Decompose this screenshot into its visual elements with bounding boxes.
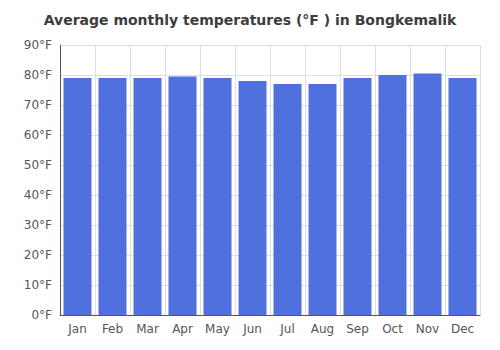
svg-text:Jan: Jan — [67, 322, 87, 336]
svg-text:Apr: Apr — [172, 322, 193, 336]
svg-text:30°F: 30°F — [24, 218, 52, 232]
svg-text:Mar: Mar — [136, 322, 159, 336]
svg-text:Average monthly temperatures (: Average monthly temperatures (°F ) in Bo… — [44, 12, 457, 28]
svg-text:Feb: Feb — [102, 322, 123, 336]
svg-text:Oct: Oct — [382, 322, 403, 336]
svg-text:Jun: Jun — [242, 322, 262, 336]
svg-text:90°F: 90°F — [24, 38, 52, 52]
svg-text:20°F: 20°F — [24, 248, 52, 262]
svg-text:Aug: Aug — [311, 322, 334, 336]
svg-text:May: May — [205, 322, 230, 336]
svg-text:60°F: 60°F — [24, 128, 52, 142]
svg-text:Dec: Dec — [451, 322, 474, 336]
svg-text:70°F: 70°F — [24, 98, 52, 112]
svg-text:80°F: 80°F — [24, 68, 52, 82]
svg-text:Jul: Jul — [279, 322, 294, 336]
svg-text:50°F: 50°F — [24, 158, 52, 172]
svg-text:10°F: 10°F — [24, 278, 52, 292]
svg-text:Nov: Nov — [416, 322, 439, 336]
svg-text:40°F: 40°F — [24, 188, 52, 202]
svg-text:0°F: 0°F — [31, 308, 52, 322]
svg-text:Sep: Sep — [346, 322, 369, 336]
